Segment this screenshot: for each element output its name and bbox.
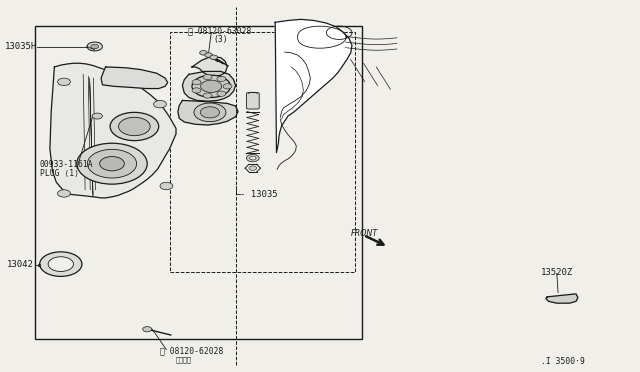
- Circle shape: [217, 91, 226, 96]
- Text: FRONT: FRONT: [351, 229, 378, 238]
- Text: 13042: 13042: [6, 260, 33, 269]
- Polygon shape: [101, 67, 168, 89]
- Circle shape: [201, 80, 222, 92]
- Text: （１０）: （１０）: [176, 356, 192, 363]
- Circle shape: [217, 76, 226, 81]
- Text: 13035H: 13035H: [5, 42, 37, 51]
- Polygon shape: [192, 57, 227, 76]
- FancyBboxPatch shape: [246, 93, 259, 109]
- Circle shape: [200, 107, 220, 118]
- Polygon shape: [546, 294, 578, 303]
- Circle shape: [205, 53, 212, 57]
- Circle shape: [250, 156, 256, 160]
- Text: .I 3500·9: .I 3500·9: [541, 357, 585, 366]
- Circle shape: [143, 327, 152, 332]
- Circle shape: [223, 84, 232, 89]
- Circle shape: [160, 182, 173, 190]
- Bar: [35, 26, 362, 339]
- Text: 00933-1161A: 00933-1161A: [40, 160, 93, 169]
- Circle shape: [58, 78, 70, 86]
- Circle shape: [92, 113, 102, 119]
- Circle shape: [48, 257, 74, 272]
- Text: PLUG ⟨1⟩: PLUG ⟨1⟩: [40, 169, 79, 177]
- Text: Ⓑ 08120-63028: Ⓑ 08120-63028: [188, 27, 251, 36]
- Circle shape: [246, 154, 259, 162]
- Circle shape: [203, 74, 212, 80]
- Circle shape: [194, 103, 226, 122]
- Circle shape: [87, 149, 137, 178]
- Circle shape: [192, 80, 201, 85]
- Circle shape: [192, 88, 201, 93]
- Circle shape: [58, 190, 70, 197]
- Text: Ⓑ 08120-62028: Ⓑ 08120-62028: [160, 346, 223, 355]
- Circle shape: [118, 117, 150, 136]
- Polygon shape: [50, 63, 176, 198]
- Text: 13520Z: 13520Z: [541, 268, 573, 277]
- Polygon shape: [178, 100, 238, 125]
- Circle shape: [91, 44, 99, 49]
- Text: - 13035: - 13035: [240, 190, 278, 199]
- Circle shape: [249, 166, 257, 170]
- Circle shape: [200, 51, 207, 55]
- Circle shape: [87, 42, 102, 51]
- Circle shape: [77, 143, 147, 184]
- Circle shape: [154, 100, 166, 108]
- Text: (3): (3): [213, 35, 228, 44]
- Circle shape: [203, 93, 212, 98]
- Circle shape: [100, 157, 124, 171]
- Polygon shape: [182, 71, 236, 101]
- Bar: [170, 32, 355, 272]
- Circle shape: [192, 75, 230, 97]
- Circle shape: [110, 112, 159, 141]
- Polygon shape: [275, 19, 352, 153]
- Circle shape: [210, 55, 218, 60]
- Circle shape: [40, 252, 82, 276]
